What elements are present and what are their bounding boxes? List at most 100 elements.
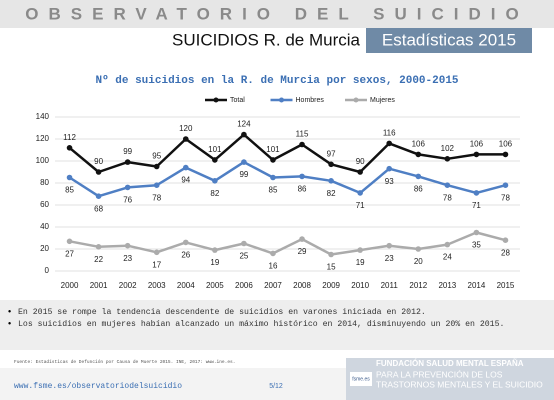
data-label: 102 [441, 144, 455, 153]
data-label: 76 [123, 196, 132, 205]
data-label: 17 [152, 260, 161, 269]
data-label: 25 [239, 252, 248, 261]
x-tick-label: 2008 [293, 281, 311, 290]
point [328, 178, 334, 184]
x-tick-label: 2011 [381, 281, 399, 290]
point [299, 236, 305, 242]
legend-label: Hombres [296, 97, 325, 104]
x-tick-label: 2006 [235, 281, 253, 290]
slide-title: SUICIDIOS R. de Murcia [172, 30, 361, 49]
legend-label: Total [230, 97, 245, 104]
point [182, 136, 189, 142]
point [386, 140, 393, 147]
point [357, 169, 363, 175]
legend-label: Mujeres [370, 97, 395, 104]
x-tick-label: 2012 [409, 281, 427, 290]
notes: • En 2015 se rompe la tendencia descenden… [8, 306, 504, 329]
point [124, 184, 131, 191]
point [212, 178, 218, 184]
point [182, 164, 189, 171]
x-tick-label: 2001 [90, 281, 108, 290]
data-label: 19 [356, 258, 365, 267]
data-label: 124 [237, 120, 251, 129]
footer-url[interactable]: www.fsme.es/observatoriodelsuicidio [14, 382, 182, 391]
page-number: 5/12 [269, 383, 283, 390]
point [241, 240, 247, 247]
point [357, 247, 363, 253]
point [444, 156, 451, 162]
badge: Estadísticas 2015 [382, 30, 516, 49]
point [473, 229, 480, 236]
data-label: 94 [181, 176, 190, 185]
point [502, 151, 509, 158]
series-line [69, 231, 506, 256]
bullet-dot: • [8, 318, 11, 328]
data-label: 86 [298, 185, 307, 194]
bullet-dot: • [8, 306, 11, 316]
legend-marker [353, 97, 359, 103]
data-label: 78 [443, 193, 452, 202]
data-label: 29 [298, 247, 307, 256]
series-line [68, 133, 506, 174]
point [415, 173, 422, 180]
data-label: 82 [327, 189, 336, 198]
source: Fuente: Estadísticas de Defunción por Ca… [14, 359, 235, 365]
point [415, 151, 422, 158]
data-label: 106 [499, 140, 513, 149]
data-label: 101 [208, 145, 222, 154]
x-tick-label: 2013 [438, 281, 456, 290]
x-tick-label: 2009 [322, 281, 340, 290]
point [95, 244, 102, 250]
x-tick-label: 2010 [351, 281, 369, 290]
data-label: 22 [94, 255, 103, 264]
point [473, 190, 480, 196]
point [124, 159, 131, 165]
point [153, 249, 160, 256]
point [212, 157, 218, 163]
point [270, 157, 276, 163]
logo-box [350, 372, 372, 386]
point [357, 190, 363, 196]
point [328, 251, 334, 258]
badge-bg [366, 28, 532, 53]
point [299, 173, 305, 180]
point [299, 141, 305, 148]
notes-bg [0, 300, 554, 350]
x-tick-label: 2002 [119, 281, 137, 290]
data-label: 15 [327, 263, 336, 272]
x-tick-label: 2004 [177, 281, 195, 290]
data-label: 28 [501, 248, 510, 257]
logo-text: fsme.es [352, 376, 370, 382]
series-line [68, 160, 506, 198]
data-label: 19 [210, 258, 219, 267]
data-label: 99 [239, 170, 248, 179]
data-label: 78 [501, 193, 510, 202]
banner-bg [0, 0, 554, 28]
data-label: 101 [266, 145, 280, 154]
data-label: 97 [327, 149, 336, 158]
point [386, 242, 393, 249]
point [66, 238, 73, 245]
data-label: 85 [269, 186, 278, 195]
data-label: 24 [443, 253, 452, 262]
point [502, 237, 509, 243]
point [444, 182, 451, 188]
data-label: 35 [472, 241, 481, 250]
data-label: 78 [152, 193, 161, 202]
data-label: 120 [179, 124, 193, 133]
data-label: 106 [470, 140, 484, 149]
y-tick-label: 20 [40, 244, 49, 253]
legend-marker [213, 97, 219, 103]
x-tick-label: 2014 [468, 281, 486, 290]
point [386, 165, 393, 172]
y-tick-label: 60 [40, 200, 49, 209]
data-label: 106 [412, 140, 426, 149]
x-tick-label: 2000 [61, 281, 79, 290]
data-label: 71 [472, 201, 481, 210]
point [241, 131, 247, 138]
data-label: 90 [356, 157, 365, 166]
y-tick-label: 40 [40, 222, 49, 231]
org-line: TRASTORNOS MENTALES Y EL SUICIDIO [376, 379, 543, 389]
data-label: 26 [181, 251, 190, 260]
